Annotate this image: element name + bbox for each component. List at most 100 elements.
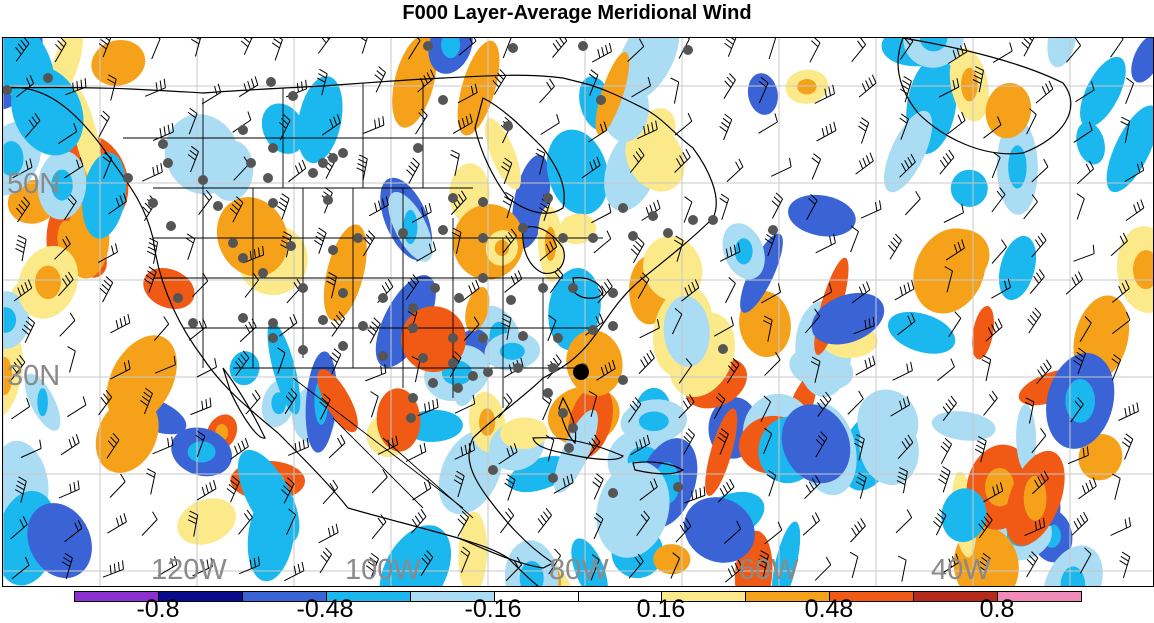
wind-barb: [192, 557, 213, 577]
station-marker: [608, 321, 618, 331]
wind-barb: [892, 361, 913, 381]
station-marker: [188, 318, 198, 328]
wind-barb: [539, 238, 558, 262]
wind-barb: [758, 113, 778, 134]
contour-region: [237, 449, 300, 543]
station-marker: [553, 333, 563, 343]
wind-barb: [888, 233, 902, 260]
wind-barb: [1124, 161, 1145, 182]
wind-barb: [368, 196, 389, 217]
station-marker: [148, 198, 158, 208]
wind-barb: [591, 42, 612, 63]
wind-barb: [271, 38, 283, 61]
wind-barb: [983, 482, 1004, 503]
wind-barb: [238, 509, 253, 535]
station-marker: [558, 233, 568, 243]
wind-barb: [948, 42, 968, 64]
wind-barb: [12, 158, 33, 179]
wind-barb: [416, 241, 437, 262]
station-marker: [173, 293, 183, 303]
wind-barb: [14, 476, 27, 503]
wind-barb: [851, 281, 871, 304]
wind-barb: [991, 187, 1006, 213]
wind-barb: [670, 77, 680, 104]
wind-barb: [196, 358, 217, 378]
wind-barb: [683, 428, 695, 455]
contour-region: [571, 538, 608, 586]
station-marker: [683, 45, 693, 55]
lon-label-100w: 100W: [345, 554, 421, 586]
lat-label-50n: 50N: [7, 168, 61, 200]
wind-barb: [1067, 446, 1089, 465]
wind-barb: [684, 486, 706, 504]
wind-barb: [1066, 38, 1082, 63]
wind-barb: [500, 507, 515, 534]
wind-barb: [933, 509, 947, 536]
station-marker: [338, 148, 348, 158]
contour-region: [392, 38, 437, 128]
colorbar-swatch: [410, 592, 495, 601]
wind-barb: [319, 393, 331, 420]
wind-barb: [760, 395, 772, 422]
hispaniola-coast: [632, 461, 685, 475]
contour-region: [985, 82, 1032, 139]
station-marker: [663, 228, 673, 238]
contour-region: [177, 498, 236, 545]
wind-barb: [674, 149, 691, 173]
wind-barb: [671, 308, 683, 335]
wind-barb: [593, 512, 604, 540]
station-marker: [483, 367, 493, 377]
contour-region: [323, 224, 367, 322]
wind-barb: [11, 556, 30, 580]
colorbar-swatch: [914, 592, 999, 601]
station-marker: [298, 283, 308, 293]
wind-barb: [1120, 116, 1130, 143]
wind-barb: [412, 479, 432, 501]
contour-core: [919, 38, 948, 52]
border-line: [382, 437, 474, 519]
wind-barb: [360, 38, 368, 54]
wind-barb: [107, 74, 117, 101]
wind-barb: [937, 358, 955, 382]
wind-barb: [198, 189, 213, 215]
wind-barb: [678, 394, 695, 419]
station-marker: [158, 139, 168, 149]
station-marker: [543, 388, 553, 398]
wind-barb: [896, 467, 908, 494]
wind-barb: [102, 152, 113, 179]
wind-barb: [637, 272, 650, 299]
station-marker: [338, 288, 348, 298]
wind-barb: [858, 74, 877, 98]
wind-barb: [1122, 433, 1134, 460]
wind-barb: [146, 237, 159, 264]
wind-barb: [1027, 307, 1042, 334]
wind-barb: [1031, 428, 1047, 454]
wind-barb: [152, 436, 174, 455]
wind-barb: [762, 315, 773, 342]
wind-barb: [1112, 311, 1131, 334]
wind-barb: [581, 156, 601, 179]
lon-label-60w: 60W: [739, 554, 799, 586]
wind-barb: [1031, 158, 1049, 183]
contour-core: [1008, 145, 1027, 189]
contour-core: [479, 408, 496, 436]
station-marker: [413, 143, 423, 153]
lat-label-30n: 30N: [7, 360, 61, 392]
wind-barb: [636, 510, 650, 536]
wind-barb: [945, 239, 965, 261]
wind-barb: [153, 122, 174, 141]
wind-barb: [810, 356, 821, 383]
wind-barb: [367, 317, 381, 344]
wind-barb: [549, 267, 564, 294]
contour-core: [403, 209, 418, 245]
wind-barb: [674, 235, 684, 262]
wind-barb: [1110, 517, 1132, 536]
wind-barb: [1111, 354, 1122, 381]
wind-barb: [591, 203, 612, 224]
wind-barb: [761, 283, 782, 304]
contour-region: [931, 411, 996, 441]
wind-barb: [239, 556, 260, 575]
wind-barb: [504, 270, 523, 293]
station-marker: [454, 293, 464, 303]
wind-barb: [985, 318, 1003, 342]
